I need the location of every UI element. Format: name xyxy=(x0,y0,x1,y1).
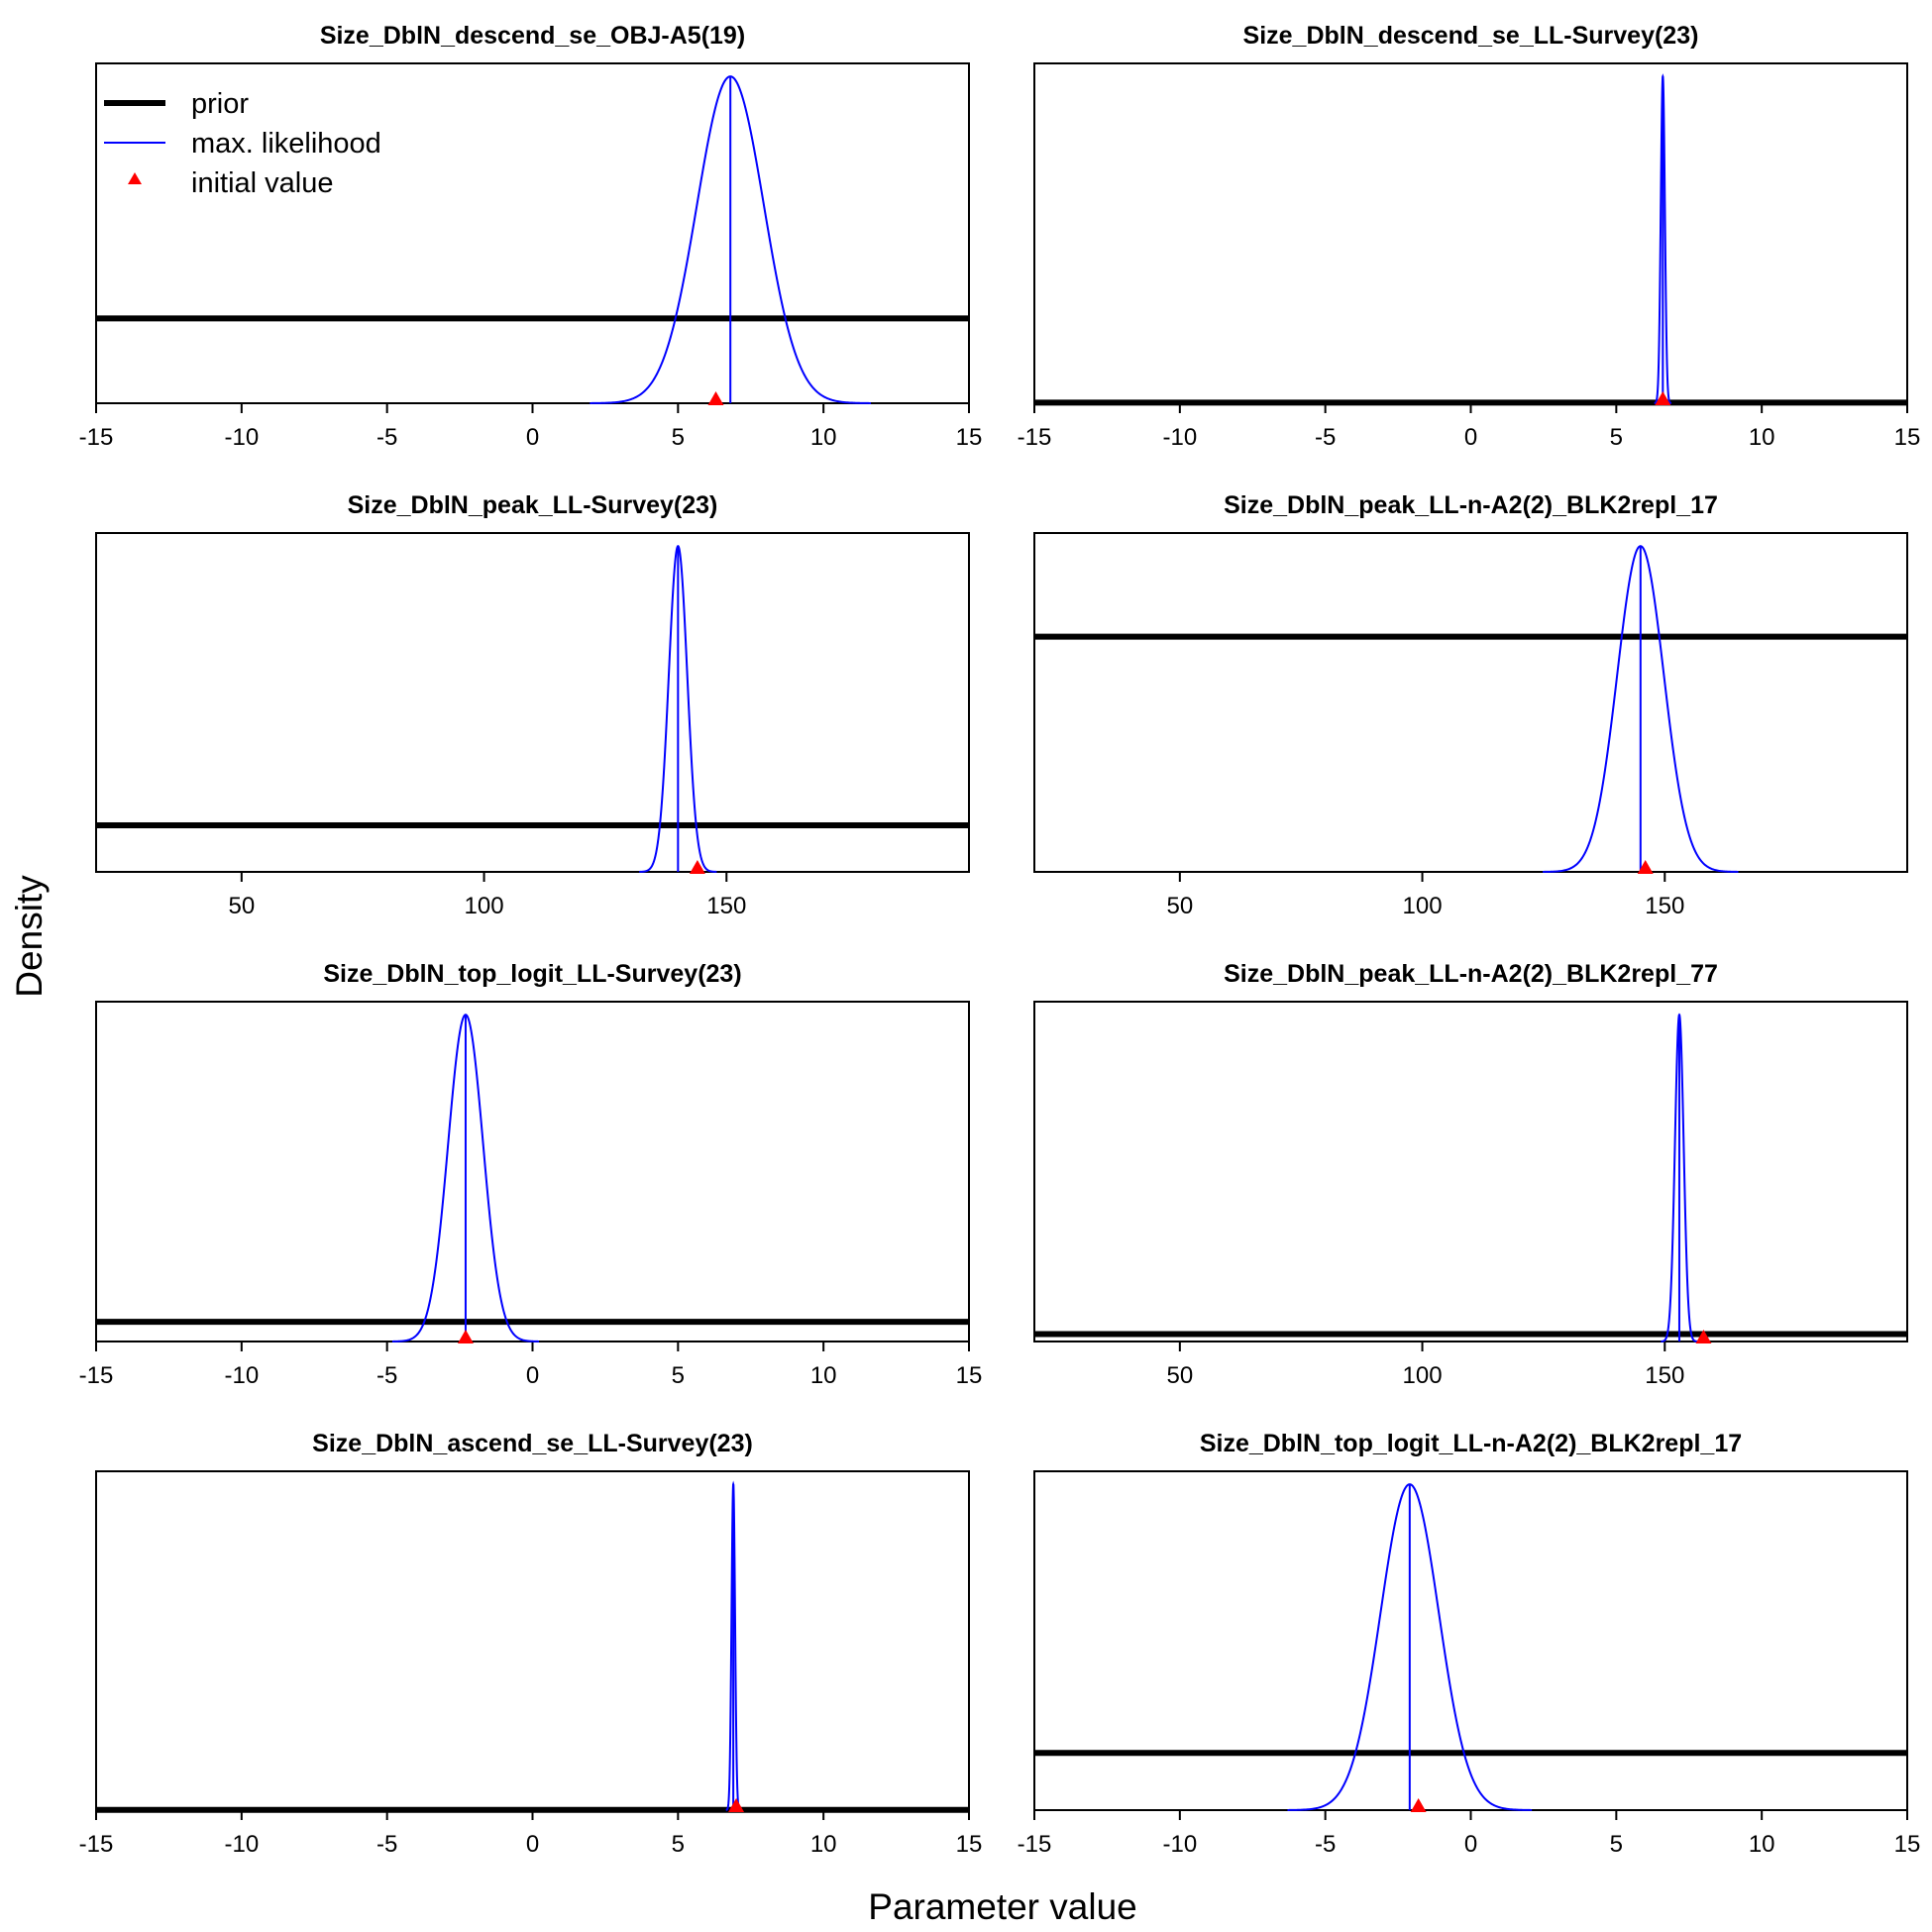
x-tick-label: -5 xyxy=(376,424,397,451)
mle-curve xyxy=(1543,545,1739,873)
initial-value-marker xyxy=(1695,1330,1712,1343)
x-tick-label: -10 xyxy=(224,1362,259,1389)
initial-value-marker xyxy=(1655,391,1671,405)
initial-value-marker xyxy=(689,860,705,874)
x-tick-label: 10 xyxy=(810,1831,837,1858)
x-tick-label: 10 xyxy=(810,424,837,451)
plot-box xyxy=(1033,1001,1908,1342)
plot-box xyxy=(95,1001,970,1342)
x-tick-label: 100 xyxy=(1403,893,1443,919)
panel-4: Size_DblN_peak_LL-n-A2(2)_BLK2repl_17 50 1… xyxy=(1033,491,1908,919)
panel-title: Size_DblN_peak_LL-n-A2(2)_BLK2repl_17 xyxy=(1224,491,1718,519)
x-tick-label: 15 xyxy=(1894,424,1921,451)
x-tick-label: 150 xyxy=(706,893,746,919)
x-tick-label: 5 xyxy=(1610,424,1623,451)
x-tick-label: -10 xyxy=(1162,1831,1197,1858)
x-tick-label: 5 xyxy=(672,424,685,451)
panel-1: Size_DblN_descend_se_OBJ-A5(19) -15 -10 -5 0… xyxy=(79,22,983,451)
x-tick-label: 150 xyxy=(1645,893,1684,919)
legend-initial-swatch xyxy=(128,172,142,184)
x-tick-label: 10 xyxy=(810,1362,837,1389)
plot-box xyxy=(1033,1470,1908,1811)
panel-title: Size_DblN_ascend_se_LL-Survey(23) xyxy=(312,1430,753,1457)
panel-title: Size_DblN_descend_se_OBJ-A5(19) xyxy=(320,22,745,50)
x-tick-label: -5 xyxy=(376,1362,397,1389)
x-tick-label: 15 xyxy=(1894,1831,1921,1858)
x-tick-label: 0 xyxy=(1464,424,1477,451)
y-axis-label: Density xyxy=(9,875,50,998)
x-tick-label: 10 xyxy=(1749,424,1775,451)
legend-label-mle: max. likelihood xyxy=(191,128,381,160)
panel-title: Size_DblN_top_logit_LL-Survey(23) xyxy=(323,960,741,988)
legend-label-initial: initial value xyxy=(191,167,333,199)
panel-title: Size_DblN_peak_LL-Survey(23) xyxy=(348,491,718,519)
x-tick-label: 15 xyxy=(956,1831,983,1858)
mle-curve xyxy=(1654,73,1672,404)
panel-6: Size_DblN_peak_LL-n-A2(2)_BLK2repl_77 50 1… xyxy=(1033,960,1908,1389)
plot-box xyxy=(1033,532,1908,873)
initial-value-marker xyxy=(457,1330,474,1343)
panel-title: Size_DblN_top_logit_LL-n-A2(2)_BLK2repl_… xyxy=(1200,1430,1742,1457)
mle-curve xyxy=(590,75,872,404)
x-tick-label: -10 xyxy=(224,424,259,451)
initial-value-marker xyxy=(1637,860,1654,874)
panel-2: Size_DblN_descend_se_LL-Survey(23) -15 -10… xyxy=(1018,22,1921,451)
x-tick-label: 0 xyxy=(1464,1831,1477,1858)
x-tick-label: -5 xyxy=(1315,1831,1336,1858)
x-tick-label: -10 xyxy=(1162,424,1197,451)
x-tick-label: -15 xyxy=(79,1831,114,1858)
x-axis-label: Parameter value xyxy=(868,1886,1136,1927)
x-tick-label: 5 xyxy=(1610,1831,1623,1858)
x-tick-label: -15 xyxy=(79,1362,114,1389)
x-tick-label: 10 xyxy=(1749,1831,1775,1858)
panel-8: Size_DblN_top_logit_LL-n-A2(2)_BLK2repl_… xyxy=(1018,1430,1921,1858)
x-tick-label: 100 xyxy=(465,893,504,919)
x-tick-label: -15 xyxy=(1018,424,1052,451)
x-tick-label: 15 xyxy=(956,1362,983,1389)
x-tick-label: 0 xyxy=(526,424,539,451)
mle-curve xyxy=(1661,1013,1698,1342)
x-tick-label: -10 xyxy=(224,1831,259,1858)
x-tick-label: 5 xyxy=(672,1831,685,1858)
panel-title: Size_DblN_descend_se_LL-Survey(23) xyxy=(1243,22,1699,50)
x-tick-label: -5 xyxy=(376,1831,397,1858)
x-tick-label: 100 xyxy=(1403,1362,1443,1389)
legend: prior max. likelihood initial value xyxy=(104,88,381,199)
plot-box xyxy=(95,532,970,873)
x-tick-label: -5 xyxy=(1315,424,1336,451)
plot-box xyxy=(1033,62,1908,404)
initial-value-marker xyxy=(1410,1798,1427,1812)
panel-title: Size_DblN_peak_LL-n-A2(2)_BLK2repl_77 xyxy=(1224,960,1718,988)
panel-3: Size_DblN_peak_LL-Survey(23) 50 100 150 xyxy=(95,491,970,919)
x-tick-label: 15 xyxy=(956,424,983,451)
mle-curve xyxy=(1287,1483,1533,1811)
initial-value-marker xyxy=(728,1798,745,1812)
mle-curve xyxy=(391,1014,539,1342)
x-tick-label: 50 xyxy=(1166,893,1193,919)
x-tick-label: -15 xyxy=(79,424,114,451)
panel-7: Size_DblN_ascend_se_LL-Survey(23) -15 -10 -… xyxy=(79,1430,983,1858)
panels: Size_DblN_descend_se_OBJ-A5(19) -15 -10 -5 0… xyxy=(79,22,1921,1858)
x-tick-label: 50 xyxy=(228,893,255,919)
panel-5: Size_DblN_top_logit_LL-Survey(23) -15 -10 -… xyxy=(79,960,983,1389)
x-tick-label: 0 xyxy=(526,1362,539,1389)
legend-label-prior: prior xyxy=(191,88,249,120)
mle-curve xyxy=(639,544,717,873)
initial-value-marker xyxy=(707,391,724,405)
x-tick-label: 150 xyxy=(1645,1362,1684,1389)
x-tick-label: 50 xyxy=(1166,1362,1193,1389)
x-tick-label: -15 xyxy=(1018,1831,1052,1858)
x-tick-label: 0 xyxy=(526,1831,539,1858)
x-tick-label: 5 xyxy=(672,1362,685,1389)
plot-box xyxy=(95,1470,970,1811)
